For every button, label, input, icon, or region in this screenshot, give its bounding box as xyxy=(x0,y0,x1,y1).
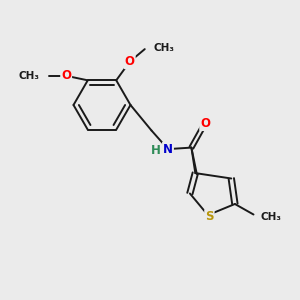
Text: O: O xyxy=(200,117,210,130)
Text: CH₃: CH₃ xyxy=(260,212,281,222)
Text: O: O xyxy=(125,55,135,68)
Text: O: O xyxy=(61,69,71,82)
Text: CH₃: CH₃ xyxy=(154,43,175,52)
Text: S: S xyxy=(205,210,214,223)
Text: H: H xyxy=(151,144,160,157)
Text: N: N xyxy=(163,142,173,156)
Text: CH₃: CH₃ xyxy=(19,71,40,81)
